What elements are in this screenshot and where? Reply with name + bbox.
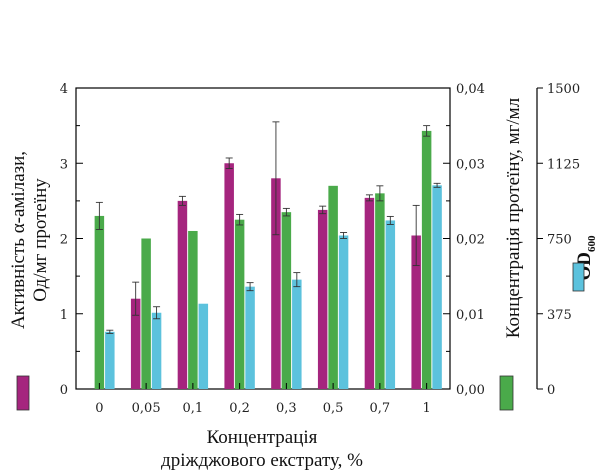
middle-tick-label: 0,00 (456, 383, 485, 398)
bar-od600 (338, 235, 349, 389)
middle-tick-label: 0,02 (456, 233, 485, 248)
bar-amylase (271, 178, 281, 389)
bar-amylase (317, 209, 328, 389)
middle-tick-label: 0,01 (456, 308, 485, 323)
middle-axis: 0,00 0,01 0,02 0,03 0,04 (443, 82, 485, 398)
bar-amylase (177, 200, 188, 389)
bar-protein (281, 212, 292, 389)
bar-amylase (130, 298, 141, 389)
bar-od600 (151, 312, 162, 389)
x-tick-label: 0 (95, 401, 103, 416)
middle-axis-title: Концентрація протеїну, мг/мл (503, 97, 524, 338)
right-tick-label: 1500 (547, 82, 580, 97)
bar-amylase (364, 197, 375, 389)
left-tick-label: 0 (60, 383, 68, 398)
bar-od600 (105, 331, 115, 389)
left-axis: 0 1 2 3 4 (60, 82, 83, 398)
legend-swatch-od600 (572, 262, 585, 292)
bar-protein (375, 193, 385, 389)
x-tick-label: 0,1 (183, 401, 204, 416)
bar-protein (188, 230, 198, 389)
right-tick-label: 375 (547, 308, 572, 323)
x-tick-label: 0,2 (229, 401, 250, 416)
legend-swatch-protein (499, 375, 514, 411)
bar-protein (234, 219, 245, 389)
bar-protein (94, 215, 105, 389)
x-tick-label: 0,5 (323, 401, 344, 416)
bar-amylase (224, 163, 234, 389)
left-tick-label: 4 (60, 82, 68, 97)
x-axis-title-line2: дріжджового екстрату, % (161, 450, 363, 470)
bar-od600 (198, 303, 209, 389)
x-tick-label: 0,7 (370, 401, 391, 416)
bar-amylase (411, 235, 421, 389)
x-tick-label: 0,3 (276, 401, 297, 416)
middle-tick-label: 0,04 (456, 82, 485, 97)
left-tick-label: 3 (60, 157, 68, 172)
bar-protein (328, 185, 338, 389)
middle-tick-label: 0,03 (456, 157, 485, 172)
bar-protein (141, 238, 151, 389)
left-axis-title-line2: Од/мг протеїну (30, 178, 51, 302)
bar-protein (421, 130, 432, 389)
x-tick-label: 0,05 (132, 401, 161, 416)
right-axis: 0 375 750 1125 1500 (536, 82, 580, 398)
bar-od600 (385, 220, 396, 389)
left-tick-label: 2 (60, 233, 68, 248)
bar-od600 (245, 286, 255, 389)
x-axis-title-line1: Концентрація (207, 427, 318, 448)
right-tick-label: 1125 (547, 157, 580, 172)
left-tick-label: 1 (60, 308, 68, 323)
bar-od600 (432, 185, 442, 389)
legend-swatch-amylase (16, 375, 30, 411)
plot-area (75, 87, 451, 390)
bars-group (94, 130, 442, 389)
right-tick-label: 750 (547, 233, 572, 248)
x-tick-label: 1 (422, 401, 430, 416)
od-subscript: 600 (586, 235, 598, 252)
x-axis: 0 0,05 0,1 0,2 0,3 0,5 0,7 1 (95, 383, 431, 416)
right-tick-label: 0 (547, 383, 555, 398)
error-bars-group (95, 121, 441, 334)
left-axis-title-line1: Активність α-амілази, (8, 151, 29, 329)
bar-od600 (292, 279, 302, 389)
